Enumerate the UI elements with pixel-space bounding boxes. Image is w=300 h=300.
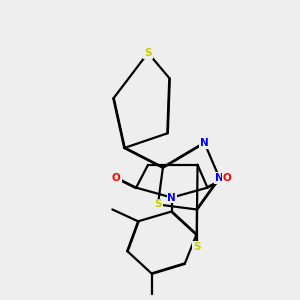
Text: S: S [193, 242, 200, 252]
Text: S: S [154, 200, 162, 209]
Text: N: N [215, 173, 224, 183]
Text: O: O [112, 173, 121, 183]
Text: N: N [200, 138, 209, 148]
Text: S: S [144, 48, 152, 58]
Text: N: N [167, 193, 176, 202]
Text: O: O [223, 173, 232, 183]
